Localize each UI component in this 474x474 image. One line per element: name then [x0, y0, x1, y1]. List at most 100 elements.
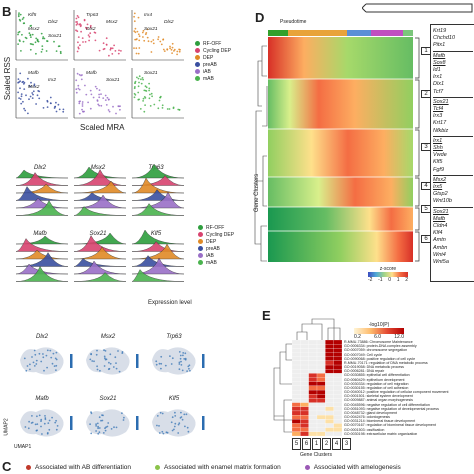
scatter-point: [107, 98, 110, 101]
legend-swatch: [195, 48, 200, 53]
scatter-point: [112, 105, 114, 108]
umap-scale-bar: [202, 416, 205, 430]
scatter-point: [94, 39, 97, 42]
go-heat-cell: [292, 377, 301, 382]
go-heat-cell: [325, 402, 334, 407]
scatter-point: [137, 77, 140, 80]
legend-swatch: [198, 239, 203, 244]
scatter-point: [29, 34, 32, 37]
umap-cell: [160, 362, 163, 365]
go-heat-cell: [325, 381, 334, 387]
scatter-point: [111, 53, 114, 55]
scatter-point: [41, 45, 44, 47]
scatter-point: [23, 107, 25, 110]
gene-name: Krt19: [433, 28, 447, 34]
gene-name: Msx2: [433, 176, 447, 183]
umap-cell: [53, 365, 56, 367]
ridge-density: [131, 189, 185, 201]
scatter-point: [115, 112, 117, 115]
scatter-point: [138, 39, 141, 42]
panel-c-legend-item: Associated with enamel matrix formation: [155, 464, 281, 471]
umap-cell: [122, 419, 125, 421]
gene-name: Fgf9: [433, 166, 445, 173]
ridge-density: [15, 172, 69, 186]
scatter-point: [152, 42, 155, 45]
umap-cell: [121, 412, 123, 415]
go-heat-cell: [333, 373, 342, 378]
colorbar-tick: 0: [388, 277, 392, 283]
legend-label: preAB: [206, 245, 220, 252]
go-heat-cell: [325, 344, 334, 349]
go-heat-cell: [325, 352, 334, 357]
scatter-point: [135, 47, 138, 50]
go-heat-cell: [325, 427, 334, 432]
scatter-point: [81, 108, 83, 111]
legend-label: DEP: [203, 54, 214, 61]
umap-cell: [164, 364, 167, 367]
go-heat-cell: [333, 431, 342, 436]
ridge-density: [73, 260, 127, 275]
go-heat-cell: [316, 410, 326, 416]
go-heat-cell: [300, 423, 309, 428]
scatter-point: [157, 38, 159, 41]
go-heat-cell: [333, 360, 342, 366]
go-heat-cell: [308, 419, 318, 424]
scatter-gene-label: Sox21: [144, 26, 158, 32]
go-heat-cell: [325, 369, 334, 374]
go-heat-cell: [333, 402, 342, 407]
go-heat-cell: [308, 348, 318, 353]
umap-cell: [50, 356, 53, 359]
go-heat-cell: [300, 431, 309, 436]
scatter-point: [22, 83, 25, 85]
umap-cell: [43, 369, 45, 372]
scatter-gene-label: Msx2: [28, 84, 40, 90]
go-term: GO:0060429: epithelium development: [344, 377, 405, 382]
ridge-density: [73, 180, 127, 194]
go-cluster-box: 5: [292, 438, 301, 450]
scatter-point: [157, 107, 160, 110]
go-heat-cell: [300, 352, 309, 357]
legend-swatch: [198, 253, 203, 258]
legend-item: preAB: [195, 61, 255, 68]
scatter-point: [49, 96, 52, 99]
legend-item: mAB: [195, 75, 255, 82]
ridge-density: [131, 241, 185, 252]
scatter-point: [166, 108, 169, 110]
gene-name: Klf4: [433, 230, 443, 237]
umap-cell: [181, 369, 184, 372]
scatter-point: [92, 96, 95, 99]
scatter-gene-label: Mafb: [28, 70, 39, 76]
scatter-point: [40, 32, 43, 35]
gene-name: Sox21: [433, 98, 449, 105]
umap-cell: [106, 425, 109, 428]
umap-cell: [174, 411, 176, 414]
scatter-point: [81, 101, 84, 103]
scatter-point: [17, 31, 20, 34]
scatter-point: [57, 103, 60, 106]
scatter-point: [159, 96, 161, 99]
go-heat-cell: [308, 344, 318, 349]
umap-plot-1: Dlx2: [20, 334, 73, 375]
ridge-legend-item: Cycling DEP: [198, 231, 258, 238]
go-term: GO:0042476: odontogenesis: [344, 415, 390, 420]
scatter-point: [32, 90, 35, 93]
gene-name: Cldn4: [433, 223, 448, 230]
scatter-point: [178, 108, 181, 111]
scatter-point: [17, 33, 19, 36]
umap-cell: [32, 361, 35, 364]
umap-cell: [96, 368, 99, 371]
umap-cell: [104, 350, 107, 352]
scatter-point: [176, 53, 178, 56]
scatter-point: [22, 100, 24, 103]
go-heat-cell: [292, 348, 301, 353]
colorbar-tick: 1: [396, 277, 400, 283]
go-heat-cell: [308, 352, 318, 357]
scatter-point: [30, 81, 32, 84]
cluster-brackets: [415, 37, 420, 262]
go-heat-cell: [308, 381, 318, 387]
go-cluster-box: 4: [332, 438, 341, 450]
scatter-point: [75, 24, 78, 26]
scatter-point: [147, 40, 150, 43]
scatter-point: [133, 92, 136, 95]
scatter-point: [37, 90, 40, 92]
